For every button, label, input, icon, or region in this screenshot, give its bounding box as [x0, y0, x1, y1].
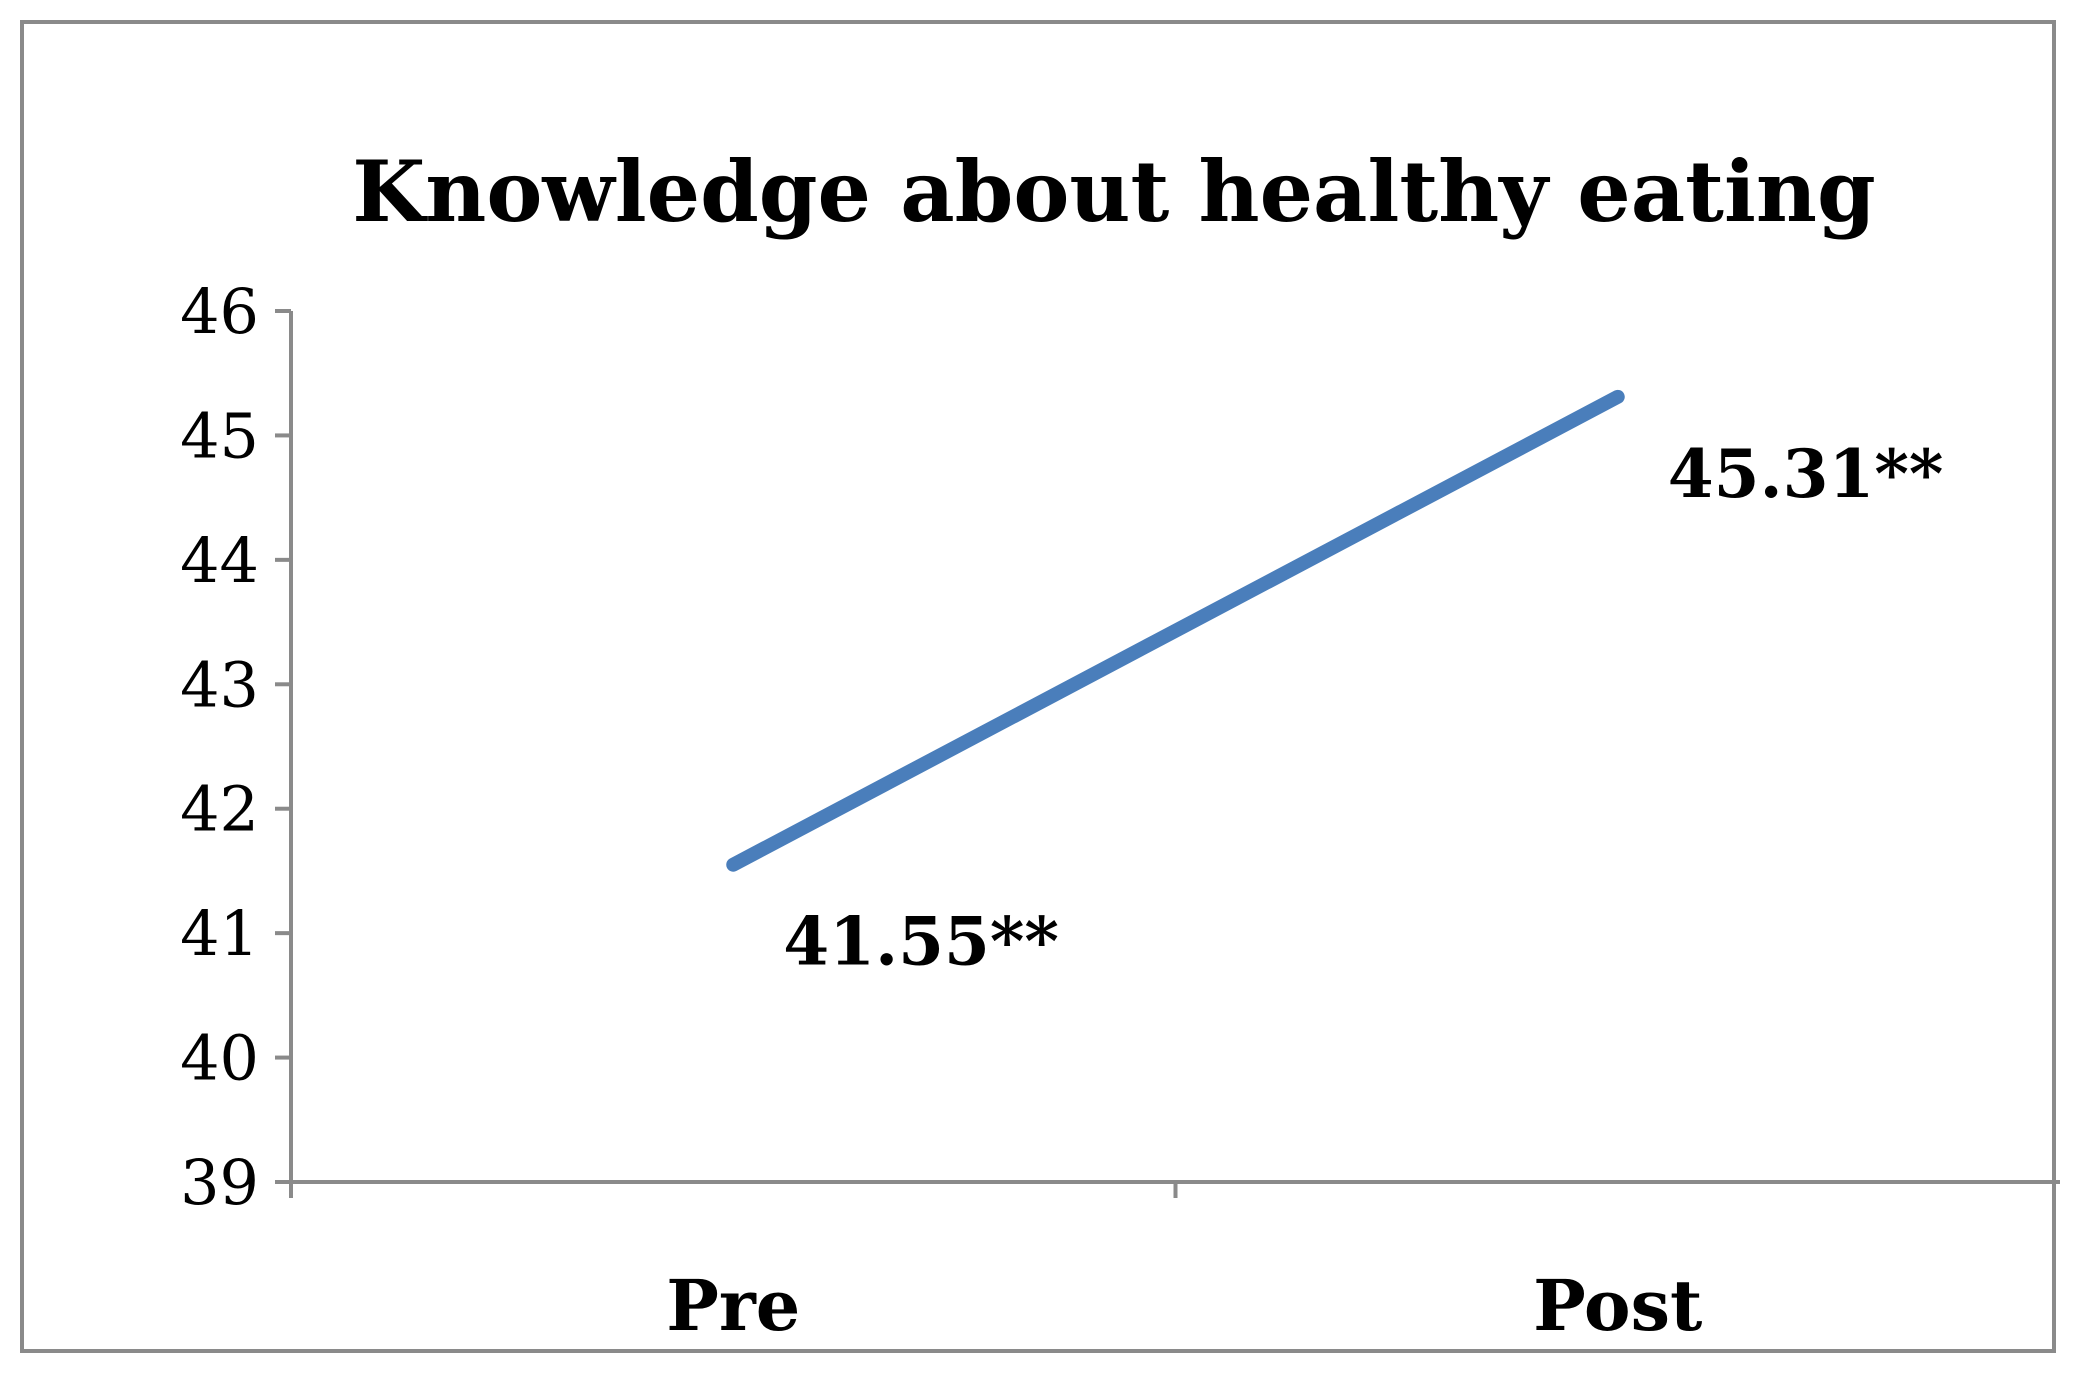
tick-labels: 39 40 41 42 43 44 45 46 Pre Post [180, 275, 1702, 1347]
y-tick-label: 46 [180, 275, 259, 348]
series-line [726, 389, 1625, 872]
y-tick-label: 44 [180, 524, 259, 597]
chart-frame: Knowledge about healthy eating 39 40 41 42 4… [20, 20, 2060, 1353]
x-tick-label: Post [1533, 1264, 1702, 1347]
data-labels: 41.55** 45.31** [783, 435, 1943, 981]
data-label: 45.31** [1668, 435, 1944, 513]
x-tick-label: Pre [666, 1264, 800, 1347]
y-tick-label: 43 [180, 648, 259, 721]
y-tick-label: 42 [180, 773, 259, 846]
series [726, 389, 1625, 872]
y-tick-label: 45 [180, 399, 259, 472]
y-tick-label: 41 [180, 897, 259, 970]
chart-title: Knowledge about healthy eating [352, 142, 1875, 241]
axes [275, 309, 2060, 1198]
y-tick-label: 40 [180, 1022, 259, 1095]
data-label: 41.55** [783, 903, 1059, 981]
y-tick-label: 39 [180, 1146, 259, 1219]
line-chart: Knowledge about healthy eating 39 40 41 42 4… [180, 142, 2060, 1347]
